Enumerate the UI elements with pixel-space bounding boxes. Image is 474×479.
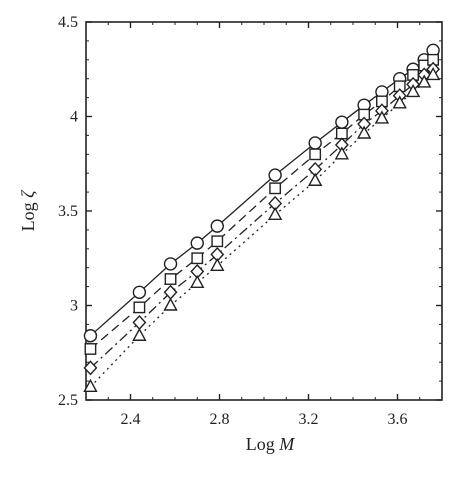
data-point-square <box>84 343 97 355</box>
data-point-triangle <box>83 378 98 392</box>
y-tick-label: 4 <box>70 109 78 126</box>
data-point-circle <box>190 236 204 250</box>
data-point-circle <box>83 329 98 343</box>
data-point-triangle <box>334 146 350 160</box>
data-point-triangle <box>374 110 390 124</box>
data-point-triangle <box>267 206 283 220</box>
y-tick-label: 3.5 <box>58 203 78 220</box>
data-point-square <box>191 252 204 265</box>
data-point-circle <box>210 219 224 233</box>
data-point-square <box>335 127 348 140</box>
data-point-triangle <box>417 74 432 88</box>
x-tick-label: 2.4 <box>121 411 141 428</box>
data-point-triangle <box>163 297 178 311</box>
x-tick-label: 3.6 <box>388 411 408 428</box>
data-point-triangle <box>425 66 441 81</box>
data-point-triangle <box>356 125 372 139</box>
y-tick-label: 3 <box>70 298 78 315</box>
data-point-circle <box>268 168 282 182</box>
data-point-square <box>133 301 146 314</box>
x-tick-label: 2.8 <box>210 411 230 428</box>
y-axis-label-log: Log <box>18 202 38 231</box>
data-point-triangle <box>307 172 323 186</box>
data-point-circle <box>308 136 322 150</box>
data-point-circle <box>163 257 178 271</box>
data-point-triangle <box>210 257 225 272</box>
x-axis-label: Log M <box>246 434 296 454</box>
y-tick-label: 2.5 <box>58 392 78 409</box>
y-axis-label-var: ζ <box>18 189 38 198</box>
x-axis-label-log: Log <box>246 434 275 454</box>
data-point-triangle <box>190 274 205 289</box>
plot-frame <box>85 21 443 401</box>
data-point-circle <box>335 115 349 129</box>
series-markers <box>83 43 441 392</box>
data-point-square <box>164 273 177 285</box>
data-point-triangle <box>405 83 421 98</box>
data-point-square <box>211 235 224 248</box>
data-point-triangle <box>392 95 407 109</box>
data-point-square <box>309 148 322 161</box>
y-tick-label: 4.5 <box>58 14 78 31</box>
data-point-square <box>269 182 282 195</box>
ticks-layer: 2.4 2.8 3.2 3.6 2.5 3 3.5 4 4.5 <box>58 14 443 428</box>
x-tick-label: 3.2 <box>299 411 319 428</box>
y-axis-label: Log ζ <box>18 189 38 232</box>
data-point-triangle <box>132 327 147 341</box>
data-point-circle <box>132 285 147 299</box>
data-point-diamond <box>83 360 98 376</box>
x-axis-label-var: M <box>278 434 295 454</box>
